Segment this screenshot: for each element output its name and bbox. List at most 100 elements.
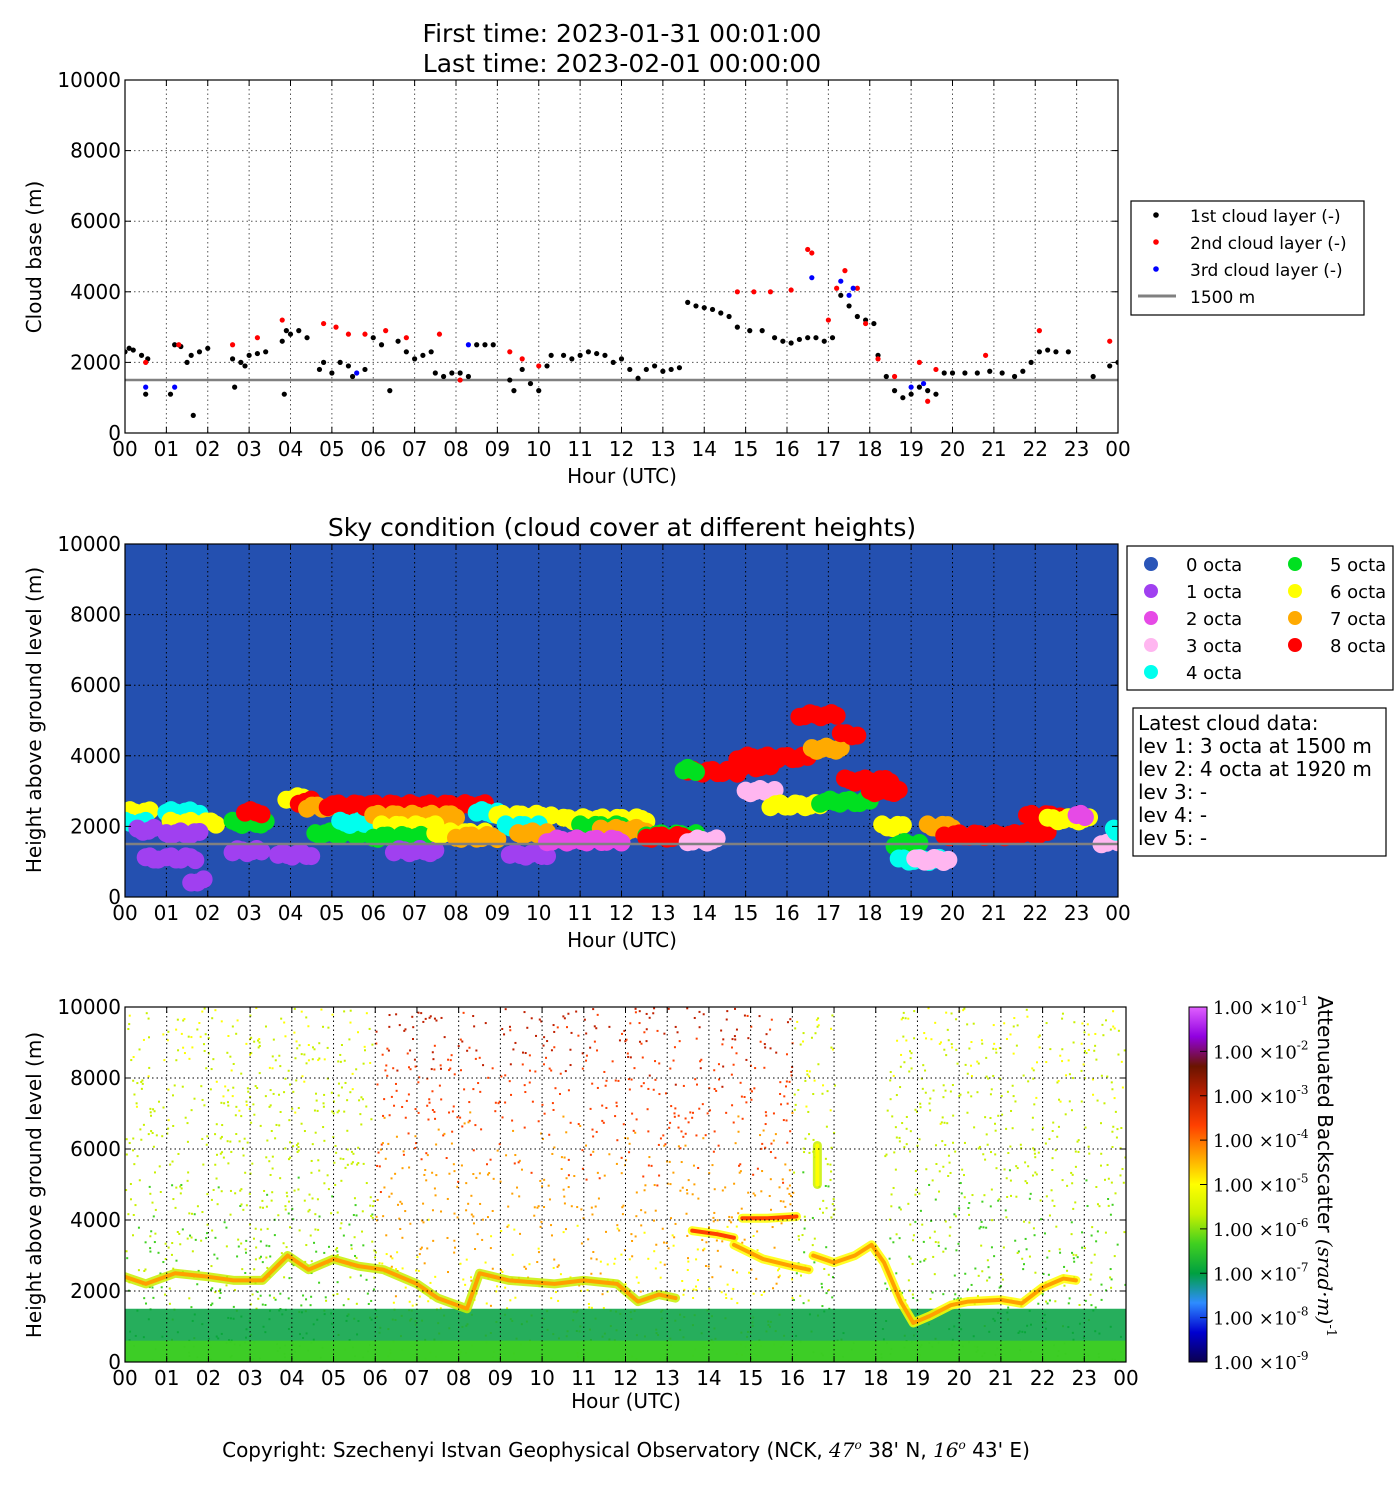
backscatter-speckle [537, 1120, 540, 1123]
backscatter-ylabel: Height above ground level (m) [22, 1032, 46, 1338]
backscatter-speckle [942, 1293, 945, 1296]
backscatter-speckle [1105, 1289, 1108, 1292]
cloud-layer-2-point [229, 342, 236, 348]
backscatter-speckle [198, 1022, 201, 1025]
cloud-layer-3-point [354, 370, 360, 376]
octa-1-marker [190, 822, 209, 841]
octa-legend-label: 8 octa [1330, 636, 1386, 657]
x-tick-label: 03 [237, 1366, 262, 1390]
cloud-layer-1-point [370, 335, 376, 341]
backscatter-speckle [238, 1140, 241, 1143]
backscatter-speckle [272, 1038, 275, 1041]
backscatter-speckle [730, 1297, 733, 1300]
x-tick-label: 15 [733, 901, 758, 925]
backscatter-speckle [731, 1104, 734, 1107]
backscatter-speckle [812, 1093, 815, 1096]
backscatter-speckle [625, 1038, 628, 1041]
colorbar-tick-label: 1.00 ×10-3 [1213, 1083, 1309, 1108]
backscatter-speckle [229, 1189, 232, 1192]
backscatter-speckle [921, 1087, 924, 1090]
backscatter-speckle [905, 1039, 908, 1042]
backscatter-speckle [1122, 1181, 1125, 1184]
backscatter-speckle [626, 1137, 629, 1140]
backscatter-speckle [921, 1223, 924, 1226]
backscatter-speckle [383, 1186, 386, 1189]
backscatter-speckle [334, 1183, 337, 1186]
backscatter-speckle [273, 1296, 276, 1299]
cloud-layer-1-point [883, 373, 889, 380]
backscatter-speckle [294, 1057, 297, 1060]
backscatter-speckle [239, 1189, 242, 1192]
backscatter-speckle [980, 1220, 983, 1223]
backscatter-speckle [258, 1044, 261, 1047]
backscatter-speckle [305, 1016, 308, 1019]
backscatter-speckle [730, 1073, 733, 1076]
backscatter-speckle [422, 1221, 425, 1224]
backscatter-speckle [303, 1080, 306, 1083]
backscatter-speckle [1061, 1012, 1064, 1015]
backscatter-speckle [219, 1137, 222, 1140]
octa-5-marker [686, 763, 705, 782]
backscatter-speckle [702, 1249, 705, 1252]
backscatter-speckle [316, 1109, 319, 1112]
backscatter-speckle [930, 1038, 933, 1041]
backscatter-speckle [552, 1266, 555, 1269]
backscatter-speckle [829, 1178, 832, 1181]
backscatter-speckle [652, 1088, 655, 1091]
backscatter-speckle [1093, 1253, 1096, 1256]
backscatter-speckle [1017, 1250, 1020, 1253]
backscatter-speckle [833, 1131, 836, 1134]
backscatter-speckle [1080, 1100, 1083, 1103]
y-tick-label: 4000 [70, 744, 121, 768]
cloud-layer-2-point [536, 363, 542, 369]
backscatter-speckle [371, 1240, 374, 1243]
backscatter-speckle [910, 1067, 913, 1070]
cloud-layer-1-point [974, 370, 980, 376]
backscatter-speckle [498, 1143, 501, 1146]
backscatter-speckle [715, 1239, 718, 1242]
backscatter-speckle [1032, 1077, 1035, 1080]
backscatter-speckle [284, 1077, 287, 1080]
backscatter-speckle [453, 1251, 456, 1254]
cloud-layer-2-point [916, 359, 923, 365]
backscatter-speckle [336, 1247, 339, 1250]
backscatter-speckle [144, 1241, 147, 1244]
backscatter-speckle [268, 1294, 271, 1297]
backscatter-speckle [504, 1286, 507, 1289]
backscatter-speckle [426, 1154, 429, 1157]
backscatter-speckle [898, 1140, 901, 1143]
backscatter-speckle [417, 1081, 420, 1084]
backscatter-speckle [205, 1143, 208, 1146]
backscatter-speckle [447, 1271, 450, 1274]
backscatter-speckle [253, 1268, 256, 1271]
backscatter-speckle [654, 1078, 657, 1081]
backscatter-speckle [754, 1067, 757, 1070]
backscatter-speckle [384, 1069, 387, 1072]
backscatter-speckle [713, 1211, 716, 1214]
backscatter-speckle [167, 1246, 170, 1249]
backscatter-speckle [475, 1049, 478, 1052]
backscatter-speckle [279, 1292, 282, 1295]
backscatter-speckle [585, 1178, 588, 1181]
backscatter-speckle [1034, 1271, 1037, 1274]
backscatter-speckle [712, 1216, 715, 1219]
backscatter-speckle [656, 1029, 659, 1032]
x-tick-label: 10 [526, 437, 551, 461]
cloud-layer-2-point [507, 349, 513, 355]
backscatter-speckle [589, 1153, 592, 1156]
backscatter-speckle [716, 1219, 719, 1222]
cloud-layer-1-point [594, 350, 600, 357]
backscatter-speckle [302, 1294, 305, 1297]
cloud-layer-1-point [246, 352, 252, 358]
backscatter-speckle [1073, 1021, 1076, 1024]
backscatter-speckle [624, 1283, 627, 1286]
backscatter-speckle [1072, 1253, 1075, 1256]
backscatter-speckle [200, 1085, 203, 1088]
backscatter-speckle [177, 1152, 180, 1155]
backscatter-speckle [261, 1199, 264, 1202]
backscatter-speckle [260, 1228, 263, 1231]
backscatter-speckle [585, 1144, 588, 1147]
x-tick-label: 20 [940, 437, 965, 461]
backscatter-speckle [831, 1296, 834, 1299]
cloud-layer-1-point [345, 363, 352, 369]
